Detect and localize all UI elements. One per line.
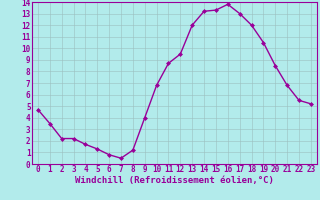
X-axis label: Windchill (Refroidissement éolien,°C): Windchill (Refroidissement éolien,°C) xyxy=(75,176,274,185)
